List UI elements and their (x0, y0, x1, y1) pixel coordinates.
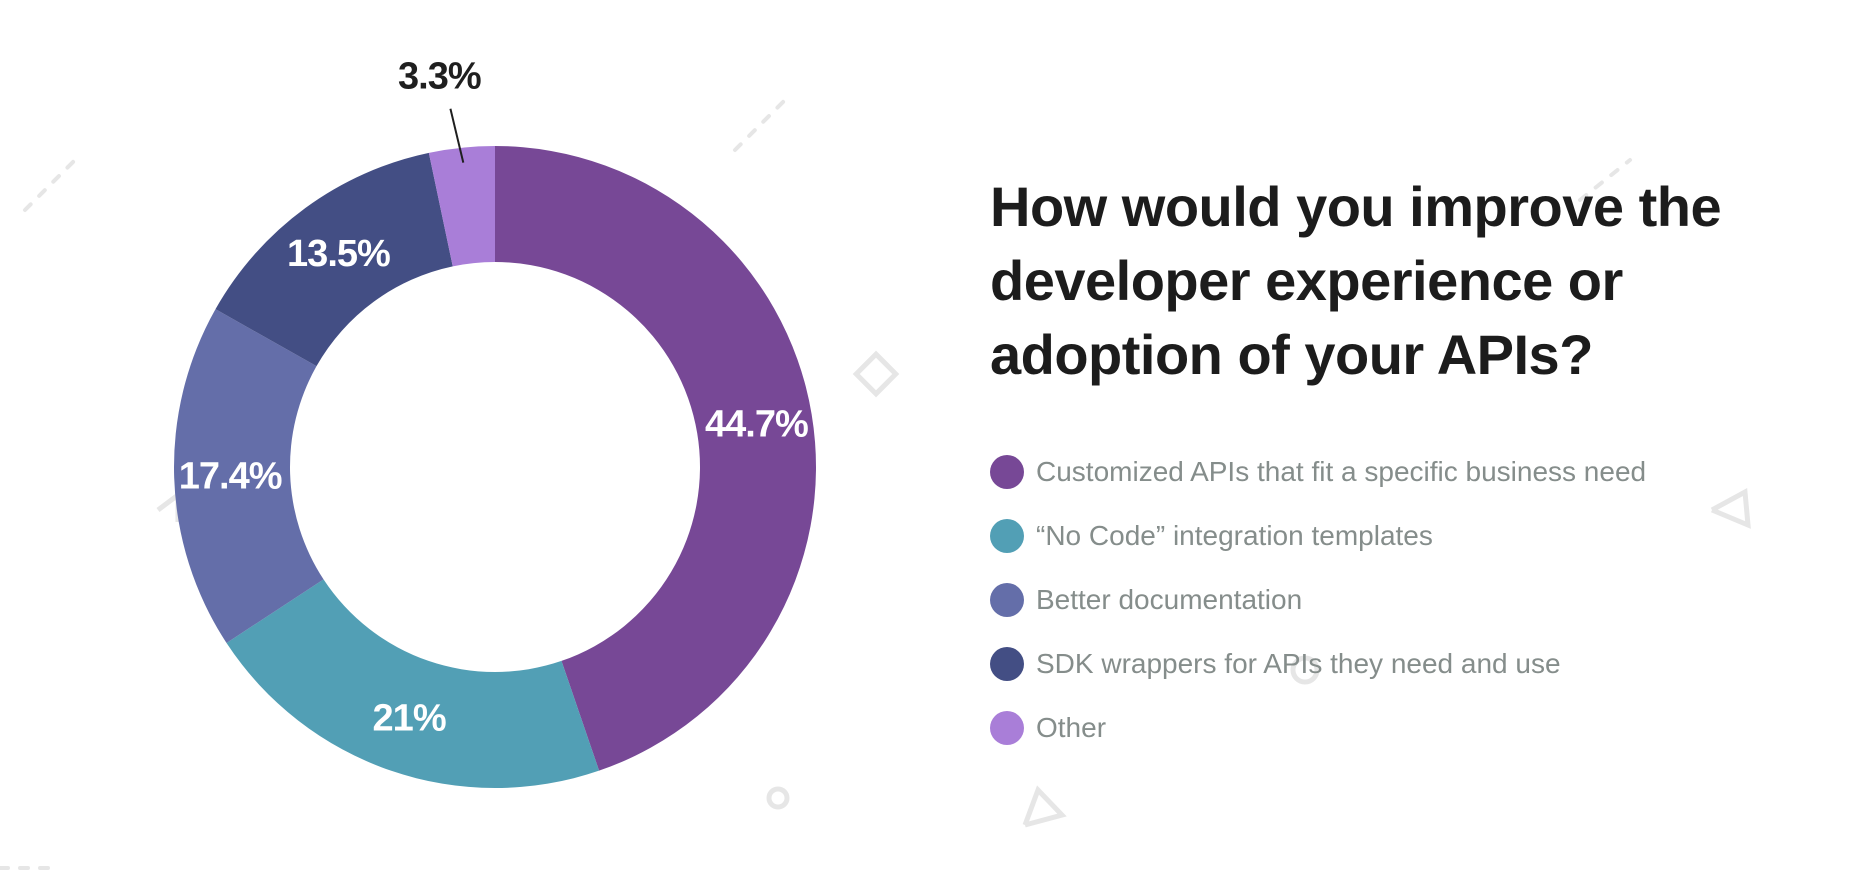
legend-item: Better documentation (990, 568, 1646, 632)
donut-slice (226, 579, 600, 788)
data-label: 13.5% (287, 233, 390, 275)
legend-item: SDK wrappers for APIs they need and use (990, 632, 1646, 696)
legend-label: Customized APIs that fit a specific busi… (1036, 456, 1647, 487)
legend-swatch (990, 455, 1024, 489)
chart-title: How would you improve the developer expe… (990, 175, 1722, 386)
triangle-decoration (1710, 487, 1751, 529)
triangle-decoration (1022, 785, 1067, 828)
donut-slice (215, 152, 453, 367)
legend-label: Other (1036, 712, 1107, 743)
legend-swatch (990, 583, 1024, 617)
legend-item: Customized APIs that fit a specific busi… (990, 440, 1646, 504)
legend-item: Other (990, 696, 1646, 760)
donut-chart: 44.7% 21% 17.4% 13.5% 3.3% (174, 56, 816, 788)
legend-swatch (990, 711, 1024, 745)
dashed-line-decoration (23, 158, 77, 212)
donut-slice (174, 309, 324, 643)
legend-label: SDK wrappers for APIs they need and use (1036, 648, 1561, 679)
data-label: 17.4% (179, 456, 282, 498)
diamond-decoration (852, 350, 900, 398)
circle-decoration (1290, 655, 1320, 685)
leader-line (449, 108, 465, 163)
dashed-line-decoration (733, 98, 787, 152)
legend-label: “No Code” integration templates (1036, 520, 1433, 551)
data-label: 21% (373, 698, 446, 740)
legend-item: “No Code” integration templates (990, 504, 1646, 568)
circle-decoration (766, 786, 790, 810)
data-label: 44.7% (705, 403, 808, 445)
chart-legend: Customized APIs that fit a specific busi… (990, 440, 1646, 760)
legend-swatch (990, 519, 1024, 553)
donut-slice (428, 146, 495, 267)
donut-slice (495, 146, 816, 771)
legend-label: Better documentation (1036, 584, 1303, 615)
legend-swatch (990, 647, 1024, 681)
data-label: 3.3% (398, 56, 481, 98)
